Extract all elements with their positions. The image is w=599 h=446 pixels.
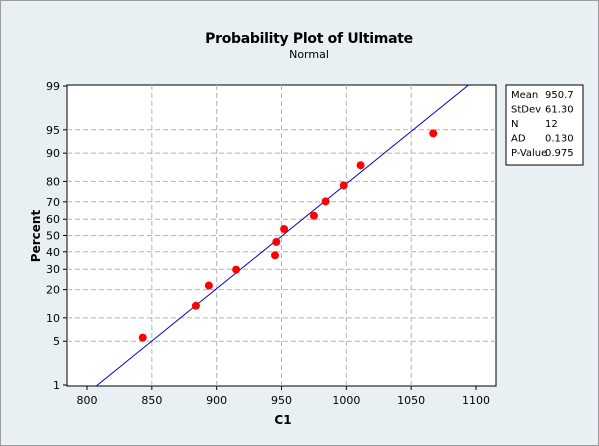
stats-box: [505, 84, 584, 166]
fitted-line: [95, 84, 469, 387]
x-tick-label: 1050: [397, 394, 425, 407]
stat-value: 950.7: [545, 90, 574, 101]
data-points: [138, 129, 438, 342]
stat-label: AD: [511, 134, 526, 145]
y-tick-label: 5: [53, 335, 60, 348]
data-point: [204, 281, 213, 290]
y-tick-label: 70: [46, 196, 60, 209]
stat-value: 0.975: [545, 148, 574, 159]
x-axis-label: C1: [274, 413, 291, 427]
chart-subtitle: Normal: [289, 48, 329, 61]
y-tick-label: 50: [46, 230, 60, 243]
stat-value: 61.30: [545, 105, 574, 116]
data-point: [309, 211, 318, 220]
chart-title: Probability Plot of Ultimate: [205, 31, 413, 47]
y-tick-label: 60: [46, 213, 60, 226]
y-tick-label: 99: [46, 80, 60, 93]
axis-ticks: 800 850 900 950 1000 1050 1100 1 5 10 20 30 40 50 60 70…: [46, 80, 490, 407]
stat-label: Mean: [511, 90, 538, 101]
stat-value: 12: [545, 119, 558, 130]
stat-label: StDev: [511, 105, 541, 116]
y-tick-label: 20: [46, 284, 60, 297]
data-point: [232, 265, 241, 274]
data-point: [429, 129, 438, 138]
data-point: [321, 197, 330, 206]
y-tick-label: 95: [46, 124, 60, 137]
data-point: [356, 161, 365, 170]
y-tick-label: 1: [53, 379, 60, 392]
fit-line: [95, 84, 469, 387]
x-tick-label: 1100: [462, 394, 490, 407]
y-tick-label: 90: [46, 147, 60, 160]
data-point: [138, 333, 147, 342]
x-tick-label: 800: [77, 394, 98, 407]
y-tick-label: 80: [46, 175, 60, 188]
data-point: [280, 225, 289, 234]
x-tick-label: 950: [271, 394, 292, 407]
data-point: [272, 237, 281, 246]
y-tick-label: 40: [46, 246, 60, 259]
x-tick-label: 900: [206, 394, 227, 407]
x-tick-label: 850: [141, 394, 162, 407]
data-point: [191, 301, 200, 310]
y-axis-label: Percent: [29, 210, 43, 263]
stat-label: P-Value: [511, 148, 547, 159]
stat-label: N: [511, 119, 518, 130]
grid: [67, 85, 496, 386]
x-tick-label: 1000: [332, 394, 360, 407]
y-tick-label: 30: [46, 263, 60, 276]
data-point: [339, 181, 348, 190]
data-point: [271, 251, 280, 260]
stats-table: Mean 950.7 StDev 61.30 N 12 AD 0.130 P-Value0.97…: [511, 90, 574, 159]
y-tick-label: 10: [46, 312, 60, 325]
stat-value: 0.130: [545, 134, 574, 145]
